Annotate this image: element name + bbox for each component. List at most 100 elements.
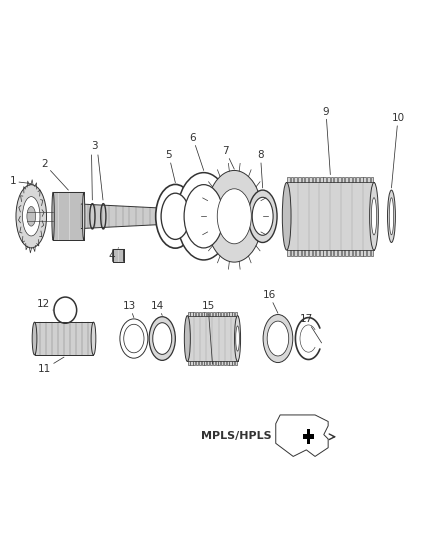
Polygon shape [218,312,220,316]
Polygon shape [367,177,370,182]
Text: 14: 14 [151,301,165,316]
Polygon shape [353,177,355,182]
Polygon shape [345,250,348,255]
Polygon shape [196,312,198,316]
Polygon shape [323,250,326,255]
Text: 2: 2 [41,159,68,190]
Polygon shape [227,312,229,316]
Polygon shape [356,177,359,182]
Polygon shape [201,312,204,316]
Polygon shape [291,177,293,182]
Polygon shape [207,312,209,316]
Text: 15: 15 [201,301,215,364]
Ellipse shape [388,190,396,243]
Polygon shape [320,177,322,182]
Ellipse shape [120,319,148,358]
Ellipse shape [155,184,195,248]
Polygon shape [320,250,322,255]
Text: 10: 10 [392,113,405,188]
Polygon shape [371,177,374,182]
Polygon shape [213,361,215,365]
Ellipse shape [236,326,239,351]
Ellipse shape [267,321,289,356]
Polygon shape [294,177,297,182]
Polygon shape [327,177,330,182]
Text: 16: 16 [263,290,278,313]
Polygon shape [187,316,237,361]
Polygon shape [218,361,220,365]
Text: 12: 12 [37,298,53,310]
Polygon shape [316,250,319,255]
Polygon shape [187,312,190,316]
Ellipse shape [263,314,293,362]
Polygon shape [312,250,315,255]
Polygon shape [342,177,344,182]
Polygon shape [309,250,311,255]
Ellipse shape [82,192,85,240]
Ellipse shape [149,317,175,360]
Text: 1: 1 [10,176,31,187]
Polygon shape [210,312,212,316]
Polygon shape [81,204,177,229]
Ellipse shape [27,206,35,226]
Ellipse shape [16,184,46,248]
Polygon shape [224,361,226,365]
Polygon shape [193,312,195,316]
Polygon shape [196,361,198,365]
Polygon shape [205,361,206,365]
Polygon shape [224,312,226,316]
Ellipse shape [153,322,172,354]
Polygon shape [191,312,193,316]
Ellipse shape [91,322,96,355]
Polygon shape [353,250,355,255]
Polygon shape [309,177,311,182]
Ellipse shape [371,198,377,235]
Text: 13: 13 [123,301,136,318]
Polygon shape [291,250,293,255]
Ellipse shape [124,324,144,353]
Polygon shape [356,250,359,255]
Polygon shape [213,312,215,316]
Ellipse shape [389,198,394,235]
Polygon shape [294,250,297,255]
Polygon shape [201,361,204,365]
Polygon shape [199,312,201,316]
Polygon shape [230,361,232,365]
Ellipse shape [184,316,191,361]
Text: 4: 4 [109,248,119,261]
Ellipse shape [248,190,277,243]
Polygon shape [345,177,348,182]
Text: MPLS/HPLS: MPLS/HPLS [201,431,272,441]
Text: 9: 9 [323,107,330,175]
Ellipse shape [252,197,273,235]
Polygon shape [367,250,370,255]
Polygon shape [342,250,344,255]
Polygon shape [349,250,352,255]
Ellipse shape [161,193,190,239]
Text: 17: 17 [300,314,321,343]
Polygon shape [235,361,237,365]
Polygon shape [312,177,315,182]
Polygon shape [215,361,218,365]
Polygon shape [334,177,337,182]
Polygon shape [35,322,93,355]
Polygon shape [230,312,232,316]
Polygon shape [316,177,319,182]
Polygon shape [298,177,300,182]
Polygon shape [287,250,290,255]
Polygon shape [364,177,366,182]
Polygon shape [287,177,290,182]
Ellipse shape [22,197,40,236]
Polygon shape [210,361,212,365]
Ellipse shape [177,173,231,260]
Polygon shape [338,177,341,182]
Ellipse shape [234,316,240,361]
Ellipse shape [370,182,378,250]
Polygon shape [331,250,333,255]
Polygon shape [199,361,201,365]
Polygon shape [371,250,374,255]
Polygon shape [215,312,218,316]
Polygon shape [364,250,366,255]
Text: 5: 5 [166,150,175,183]
Text: 11: 11 [38,357,64,374]
